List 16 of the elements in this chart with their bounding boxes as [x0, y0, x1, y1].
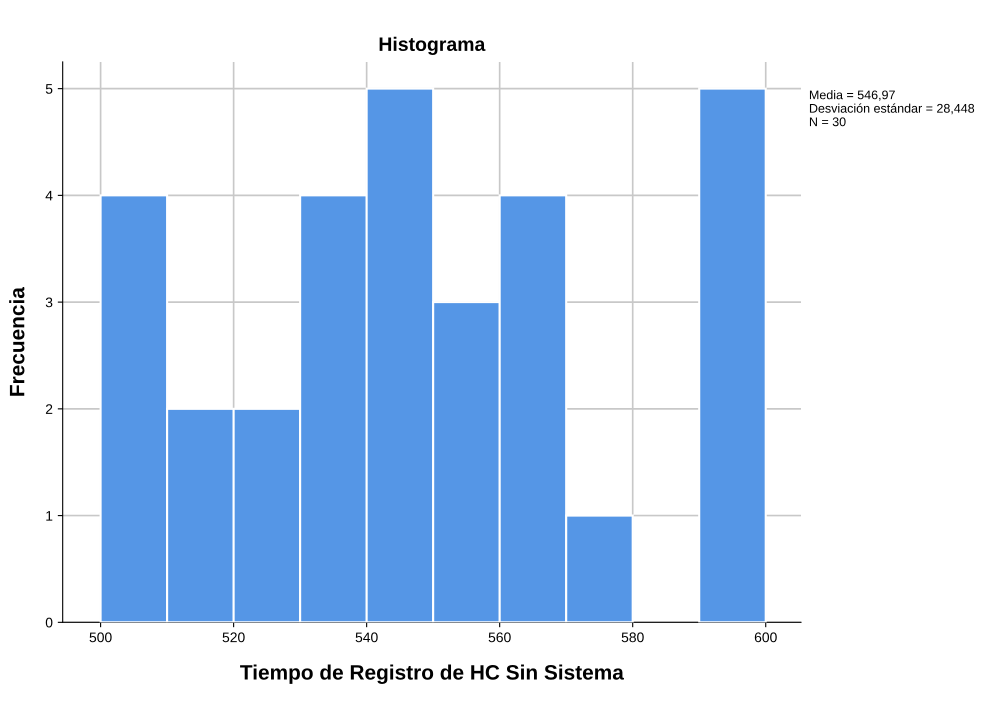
y-tick-label: 0 — [46, 618, 52, 628]
x-tick-label: 520 — [222, 632, 245, 642]
x-tick-label: 500 — [90, 632, 112, 642]
y-tick-label: 1 — [46, 511, 52, 521]
y-tick-label: 2 — [46, 404, 52, 414]
x-tick-label: 580 — [622, 632, 644, 642]
y-axis-title: Frecuencia — [9, 287, 24, 396]
y-tick-label: 4 — [46, 190, 53, 200]
y-tick-label: 5 — [46, 84, 52, 94]
x-axis-title: Tiempo de Registro de HC Sin Sistema — [240, 664, 624, 684]
x-tick-label: 540 — [356, 632, 378, 642]
x-tick-label: 560 — [488, 632, 511, 642]
chart-title: Histograma — [380, 36, 486, 55]
x-tick-label: 600 — [754, 632, 777, 642]
text: Media = 546,97 Desviación estándar = 28,448 N = 30 — [810, 90, 974, 126]
y-tick-label: 3 — [46, 297, 52, 308]
